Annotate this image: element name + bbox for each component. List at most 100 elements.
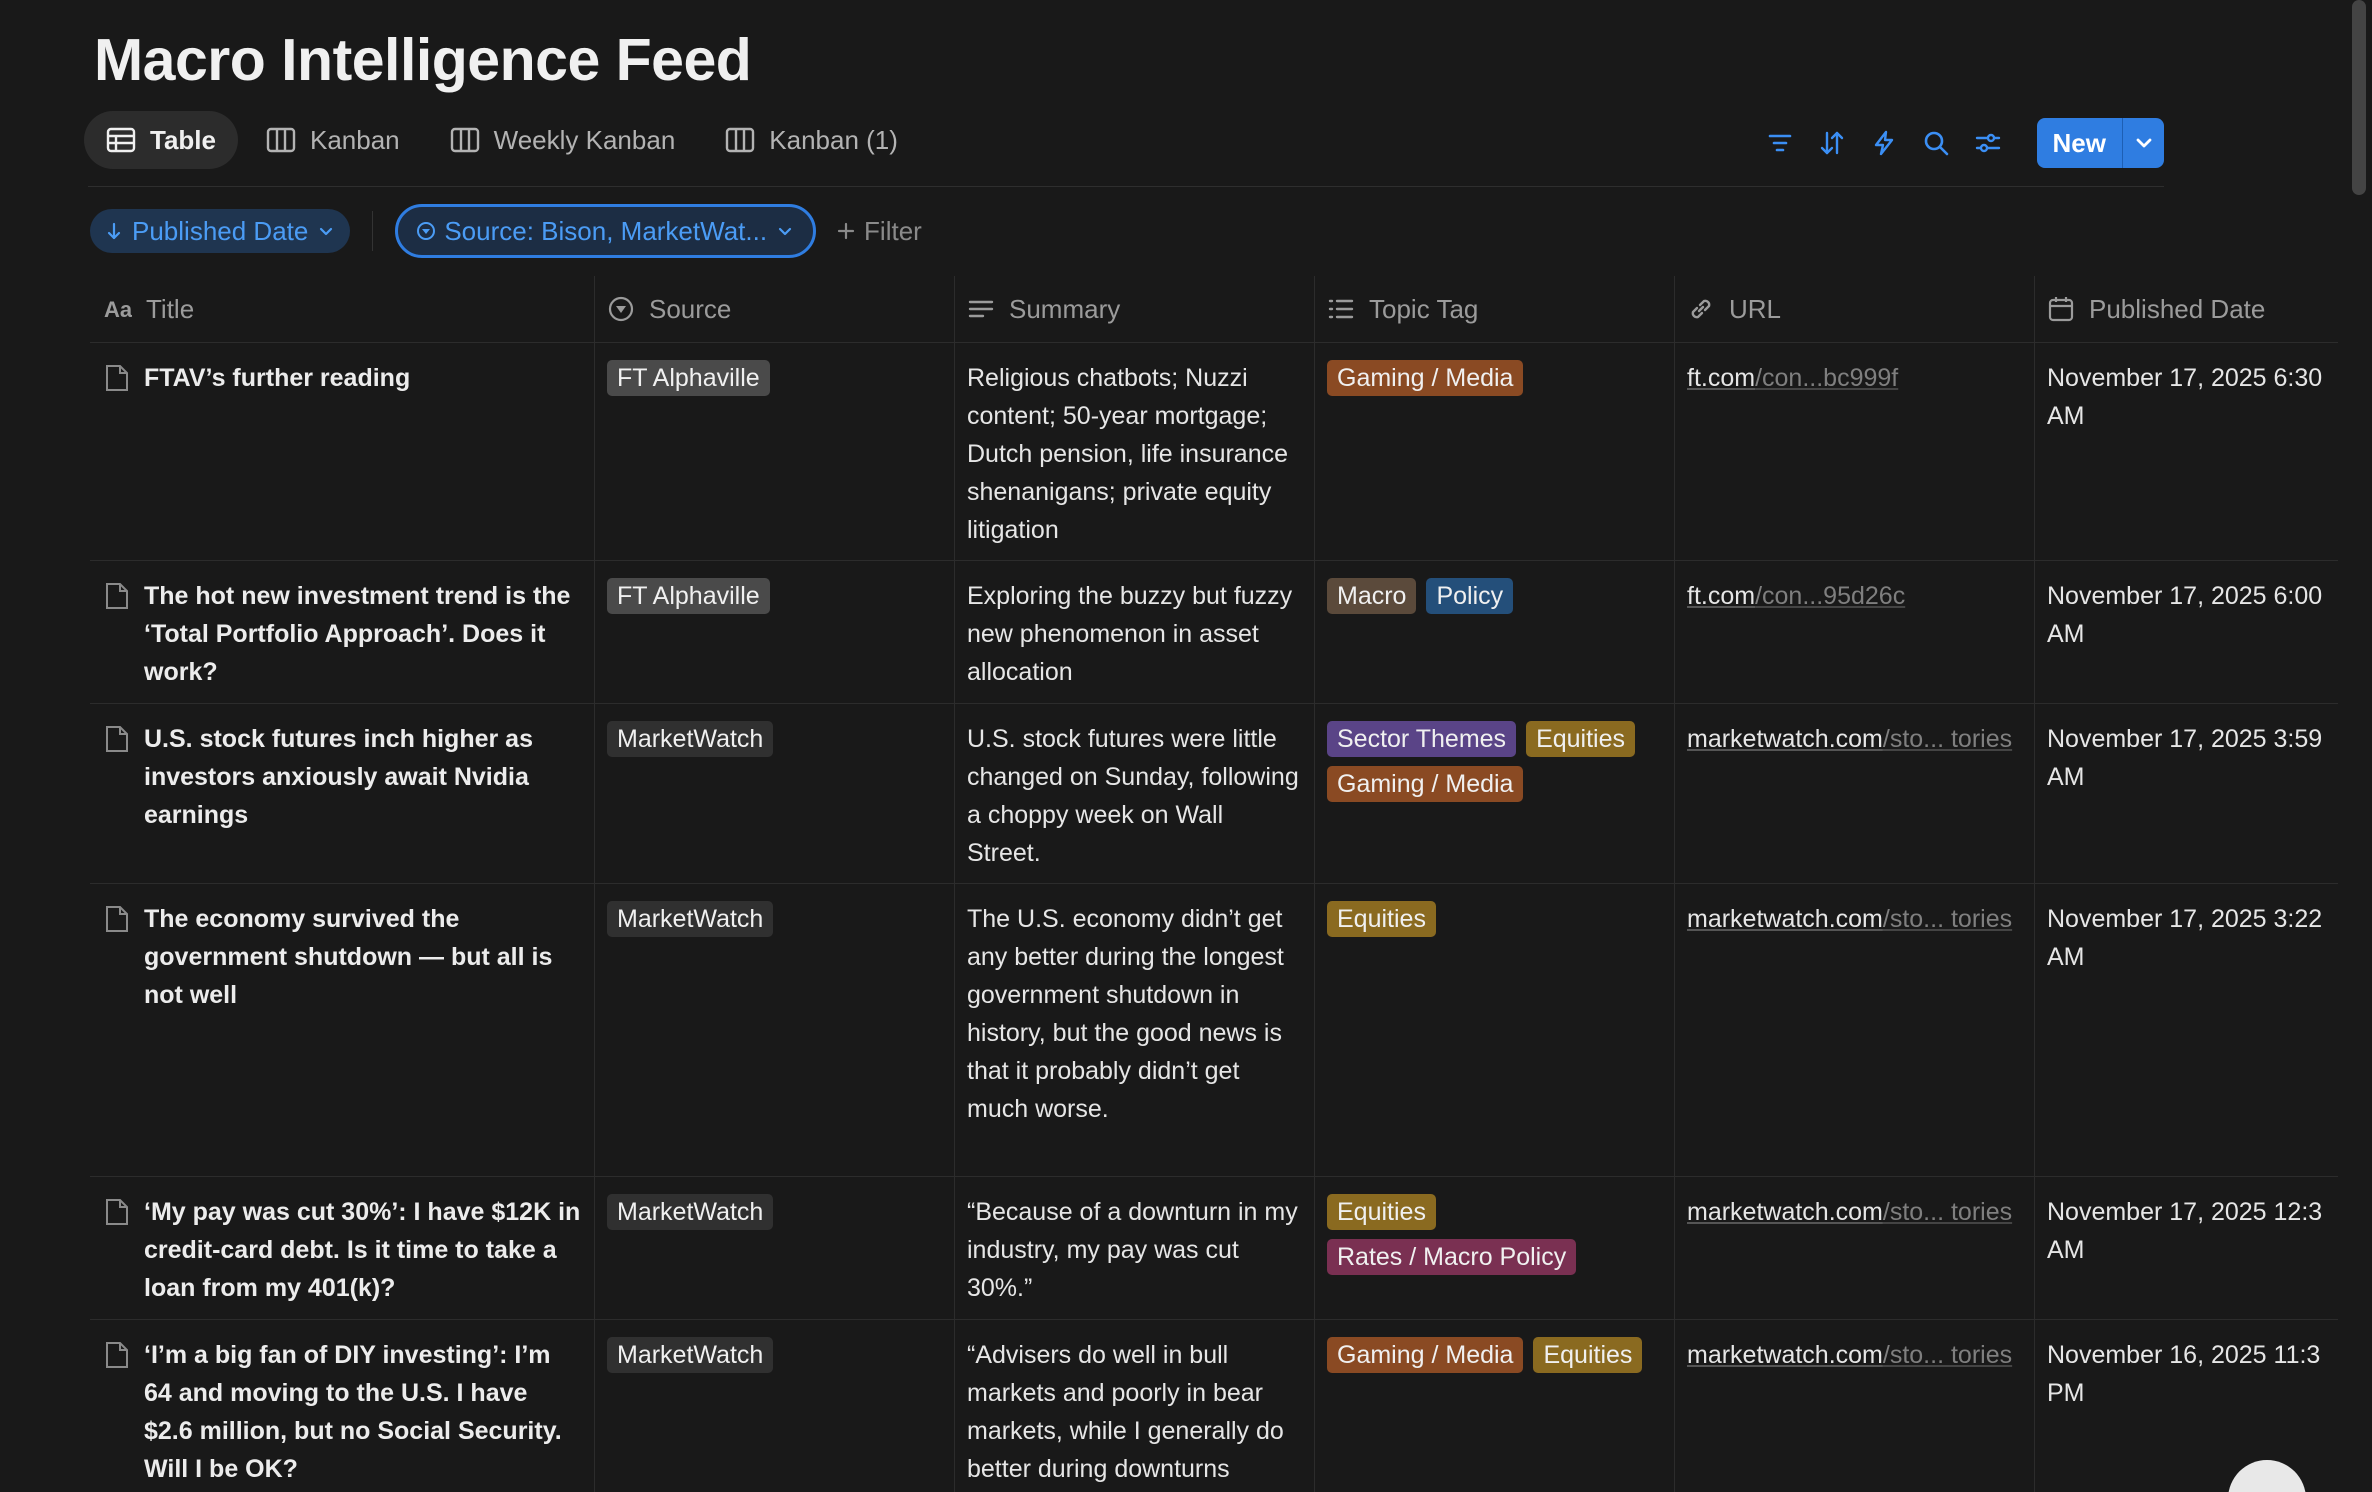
date-cell[interactable]: November 17, 2025 6:00 AM bbox=[2035, 561, 2338, 703]
column-label: Published Date bbox=[2089, 294, 2266, 324]
url-link[interactable]: marketwatch.com bbox=[1687, 725, 1883, 753]
table-header: Aa Title Source Summary Topic Tag URL Pu… bbox=[90, 276, 2338, 343]
date-period: AM bbox=[2047, 620, 2085, 648]
url-cell[interactable]: ft.com/con...bc999f bbox=[1675, 343, 2035, 560]
summary-cell[interactable]: “Because of a downturn in my industry, m… bbox=[955, 1177, 1315, 1319]
date-period: AM bbox=[2047, 943, 2085, 971]
column-header-title[interactable]: Aa Title bbox=[90, 276, 595, 342]
summary-cell[interactable]: Exploring the buzzy but fuzzy new phenom… bbox=[955, 561, 1315, 703]
date-text: November 17, 2025 6:00 bbox=[2047, 582, 2323, 610]
date-cell[interactable]: November 16, 2025 11:3 PM bbox=[2035, 1320, 2338, 1492]
column-header-topic[interactable]: Topic Tag bbox=[1315, 276, 1675, 342]
column-header-date[interactable]: Published Date bbox=[2035, 276, 2338, 342]
add-filter-button[interactable]: Filter bbox=[830, 216, 928, 247]
filter-bar: Published Date Source: Bison, MarketWat.… bbox=[90, 204, 928, 258]
search-icon[interactable] bbox=[1921, 128, 1951, 158]
filter-icon[interactable] bbox=[1765, 128, 1795, 158]
source-cell[interactable]: MarketWatch bbox=[595, 704, 955, 883]
date-cell[interactable]: November 17, 2025 12:3 AM bbox=[2035, 1177, 2338, 1319]
title-cell[interactable]: The economy survived the government shut… bbox=[90, 884, 595, 1176]
table-row[interactable]: The economy survived the government shut… bbox=[90, 884, 2338, 1177]
title-cell[interactable]: FTAV’s further reading bbox=[90, 343, 595, 560]
topic-tag: Policy bbox=[1426, 578, 1514, 614]
select-property-icon bbox=[608, 296, 634, 322]
url-cell[interactable]: marketwatch.com/sto... tories bbox=[1675, 704, 2035, 883]
date-cell[interactable]: November 17, 2025 3:59 AM bbox=[2035, 704, 2338, 883]
url-link[interactable]: ft.com bbox=[1687, 582, 1756, 610]
topic-cell[interactable]: Equities bbox=[1315, 884, 1675, 1176]
date-text: November 17, 2025 12:3 bbox=[2047, 1198, 2323, 1226]
source-cell[interactable]: MarketWatch bbox=[595, 884, 955, 1176]
title-cell[interactable]: ‘My pay was cut 30%’: I have $12K in cre… bbox=[90, 1177, 595, 1319]
source-cell[interactable]: FT Alphaville bbox=[595, 561, 955, 703]
row-title: The economy survived the government shut… bbox=[144, 905, 553, 1009]
page-icon bbox=[106, 1199, 128, 1225]
url-path: /con...95d26c bbox=[1755, 582, 1906, 610]
row-title: U.S. stock futures inch higher as invest… bbox=[144, 725, 533, 829]
board-icon bbox=[726, 127, 755, 153]
url-path: /sto... tories bbox=[1882, 905, 2013, 933]
url-link[interactable]: ft.com bbox=[1687, 364, 1756, 392]
sort-chip[interactable]: Published Date bbox=[90, 209, 351, 253]
tab-kanban[interactable]: Kanban bbox=[244, 111, 422, 169]
url-link[interactable]: marketwatch.com bbox=[1687, 1341, 1883, 1369]
topic-cell[interactable]: Sector Themes EquitiesGaming / Media bbox=[1315, 704, 1675, 883]
link-icon bbox=[1691, 299, 1711, 319]
topic-cell[interactable]: Gaming / Media bbox=[1315, 343, 1675, 560]
table-row[interactable]: ‘My pay was cut 30%’: I have $12K in cre… bbox=[90, 1177, 2338, 1320]
table-row[interactable]: FTAV’s further reading FT Alphaville Rel… bbox=[90, 343, 2338, 561]
url-cell[interactable]: ft.com/con...95d26c bbox=[1675, 561, 2035, 703]
url-link[interactable]: marketwatch.com bbox=[1687, 1198, 1883, 1226]
new-dropdown-button[interactable] bbox=[2122, 118, 2164, 168]
title-cell[interactable]: ‘I’m a big fan of DIY investing’: I’m 64… bbox=[90, 1320, 595, 1492]
summary-cell[interactable]: U.S. stock futures were little changed o… bbox=[955, 704, 1315, 883]
chevron-down-icon bbox=[320, 227, 333, 236]
url-cell[interactable]: marketwatch.com/sto... tories bbox=[1675, 884, 2035, 1176]
date-cell[interactable]: November 17, 2025 3:22 AM bbox=[2035, 884, 2338, 1176]
title-cell[interactable]: The hot new investment trend is the ‘Tot… bbox=[90, 561, 595, 703]
topic-tag: Rates / Macro Policy bbox=[1327, 1239, 1577, 1275]
automation-icon[interactable] bbox=[1869, 128, 1899, 158]
title-cell[interactable]: U.S. stock futures inch higher as invest… bbox=[90, 704, 595, 883]
source-cell[interactable]: MarketWatch bbox=[595, 1320, 955, 1492]
source-tag: MarketWatch bbox=[607, 1337, 774, 1373]
column-header-url[interactable]: URL bbox=[1675, 276, 2035, 342]
topic-cell[interactable]: Gaming / Media Equities bbox=[1315, 1320, 1675, 1492]
tab-kanban-1[interactable]: Kanban (1) bbox=[703, 111, 920, 169]
tab-weekly-kanban[interactable]: Weekly Kanban bbox=[428, 111, 698, 169]
new-button[interactable]: New bbox=[2036, 118, 2122, 168]
summary-cell[interactable]: “Advisers do well in bull markets and po… bbox=[955, 1320, 1315, 1492]
date-cell[interactable]: November 17, 2025 6:30 AM bbox=[2035, 343, 2338, 560]
tab-label: Kanban (1) bbox=[769, 124, 898, 155]
table-row[interactable]: U.S. stock futures inch higher as invest… bbox=[90, 704, 2338, 884]
url-path: /sto... tories bbox=[1882, 725, 2013, 753]
select-property-icon bbox=[417, 222, 436, 240]
url-cell[interactable]: marketwatch.com/sto... tories bbox=[1675, 1320, 2035, 1492]
row-title: The hot new investment trend is the ‘Tot… bbox=[144, 582, 571, 686]
tab-table[interactable]: Table bbox=[84, 111, 238, 169]
calendar-icon bbox=[2048, 297, 2074, 322]
summary-cell[interactable]: Religious chatbots; Nuzzi content; 50-ye… bbox=[955, 343, 1315, 560]
url-link[interactable]: marketwatch.com bbox=[1687, 905, 1883, 933]
table-icon bbox=[106, 127, 136, 153]
table-row[interactable]: The hot new investment trend is the ‘Tot… bbox=[90, 561, 2338, 704]
view-tabs: Table Kanban Weekly Kanban Kanban (1) bbox=[84, 110, 920, 170]
summary-cell[interactable]: The U.S. economy didn’t get any better d… bbox=[955, 884, 1315, 1176]
url-cell[interactable]: marketwatch.com/sto... tories bbox=[1675, 1177, 2035, 1319]
toolbar: New bbox=[1765, 118, 2164, 168]
source-cell[interactable]: MarketWatch bbox=[595, 1177, 955, 1319]
page-icon bbox=[106, 583, 128, 609]
table-row[interactable]: ‘I’m a big fan of DIY investing’: I’m 64… bbox=[90, 1320, 2338, 1492]
topic-cell[interactable]: Equities Rates / Macro Policy bbox=[1315, 1177, 1675, 1319]
topic-cell[interactable]: Macro Policy bbox=[1315, 561, 1675, 703]
source-filter-chip[interactable]: Source: Bison, MarketWat... bbox=[395, 204, 817, 258]
column-header-source[interactable]: Source bbox=[595, 276, 955, 342]
scrollbar[interactable] bbox=[2352, 0, 2366, 195]
source-cell[interactable]: FT Alphaville bbox=[595, 343, 955, 560]
settings-icon[interactable] bbox=[1973, 128, 2003, 158]
column-header-summary[interactable]: Summary bbox=[955, 276, 1315, 342]
chevron-down-icon bbox=[778, 227, 792, 236]
sort-icon[interactable] bbox=[1817, 128, 1847, 158]
url-path: /sto... tories bbox=[1882, 1198, 2013, 1226]
topic-tag: Equities bbox=[1327, 1194, 1436, 1230]
